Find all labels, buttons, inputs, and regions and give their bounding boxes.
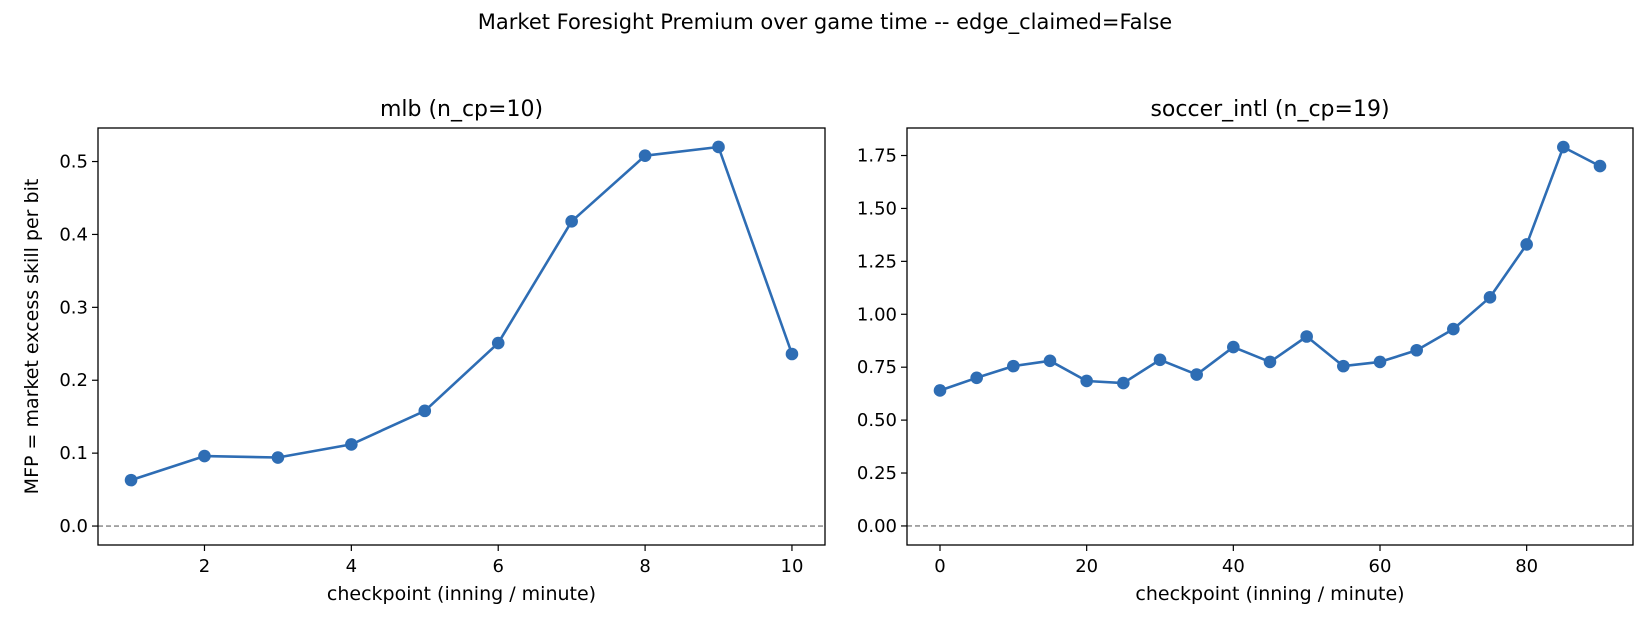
data-point <box>1007 359 1020 373</box>
y-tick-label: 0.00 <box>857 516 897 537</box>
x-tick-label: 10 <box>781 556 804 577</box>
x-tick-label: 2 <box>199 556 210 577</box>
x-axis-label: checkpoint (inning / minute) <box>327 583 596 605</box>
y-tick-label: 1.75 <box>857 146 897 167</box>
chart-panel-1: mlb (n_cp=10) 2 4 6 8 10 0.0 0.1 0.2 0.3 0.4 0.5 che… <box>21 97 826 605</box>
y-tick-label: 0.25 <box>857 463 897 484</box>
data-point <box>124 473 138 487</box>
x-tick-label: 8 <box>639 556 650 577</box>
data-point <box>1080 374 1093 388</box>
y-tick-label: 0.75 <box>857 357 897 378</box>
data-point <box>1117 376 1130 390</box>
y-tick-label: 0.5 <box>59 152 88 173</box>
data-point <box>1227 340 1240 354</box>
y-tick-label: 0.4 <box>59 224 88 245</box>
data-point <box>785 347 799 361</box>
y-tick-label: 1.00 <box>857 304 897 325</box>
chart-panel-2: soccer_intl (n_cp=19) 0 20 40 60 80 0.00 0.25 0.… <box>857 97 1634 605</box>
data-point <box>491 336 505 350</box>
x-tick-label: 20 <box>1075 556 1098 577</box>
data-point <box>1190 368 1203 381</box>
series-line <box>939 145 1601 392</box>
data-point <box>1410 343 1423 357</box>
data-point <box>1593 159 1607 173</box>
data-point <box>1043 354 1057 368</box>
data-point <box>638 149 652 163</box>
x-tick-label: 4 <box>346 556 357 577</box>
y-tick-label: 0.3 <box>59 297 88 318</box>
plot-frame <box>906 127 1634 546</box>
data-point <box>933 384 947 397</box>
y-tick-label: 1.50 <box>857 198 897 219</box>
data-point <box>1447 322 1460 336</box>
data-point <box>1483 291 1497 304</box>
x-tick-label: 0 <box>934 556 945 577</box>
x-tick-label: 6 <box>492 556 503 577</box>
figure-title: Market Foresight Premium over game time … <box>477 10 1173 34</box>
data-point <box>1300 330 1313 343</box>
data-point <box>1153 353 1167 367</box>
data-point <box>345 438 358 451</box>
y-tick-label: 0.2 <box>59 370 88 391</box>
x-tick-label: 80 <box>1515 556 1538 577</box>
x-tick-label: 60 <box>1369 556 1392 577</box>
data-point <box>1337 359 1350 373</box>
y-tick-label: 1.25 <box>857 251 897 272</box>
data-point <box>1557 140 1570 154</box>
data-point <box>565 215 578 228</box>
panel-title: soccer_intl (n_cp=19) <box>1150 97 1389 122</box>
y-tick-label: 0.50 <box>857 410 897 431</box>
data-point <box>418 404 432 418</box>
data-point <box>1520 238 1533 251</box>
data-point <box>271 451 285 464</box>
panel-title: mlb (n_cp=10) <box>380 97 543 122</box>
data-point <box>712 140 725 154</box>
y-axis-label: MFP = market excess skill per bit <box>21 179 43 495</box>
y-tick-label: 0.0 <box>59 516 88 537</box>
data-point <box>1263 355 1277 369</box>
plot-frame <box>97 127 826 546</box>
data-point <box>198 449 211 463</box>
series-line <box>130 145 794 482</box>
data-point <box>1373 355 1387 369</box>
x-axis-label: checkpoint (inning / minute) <box>1135 583 1404 605</box>
y-tick-label: 0.1 <box>59 443 88 464</box>
x-tick-label: 40 <box>1222 556 1245 577</box>
data-point <box>970 371 983 385</box>
